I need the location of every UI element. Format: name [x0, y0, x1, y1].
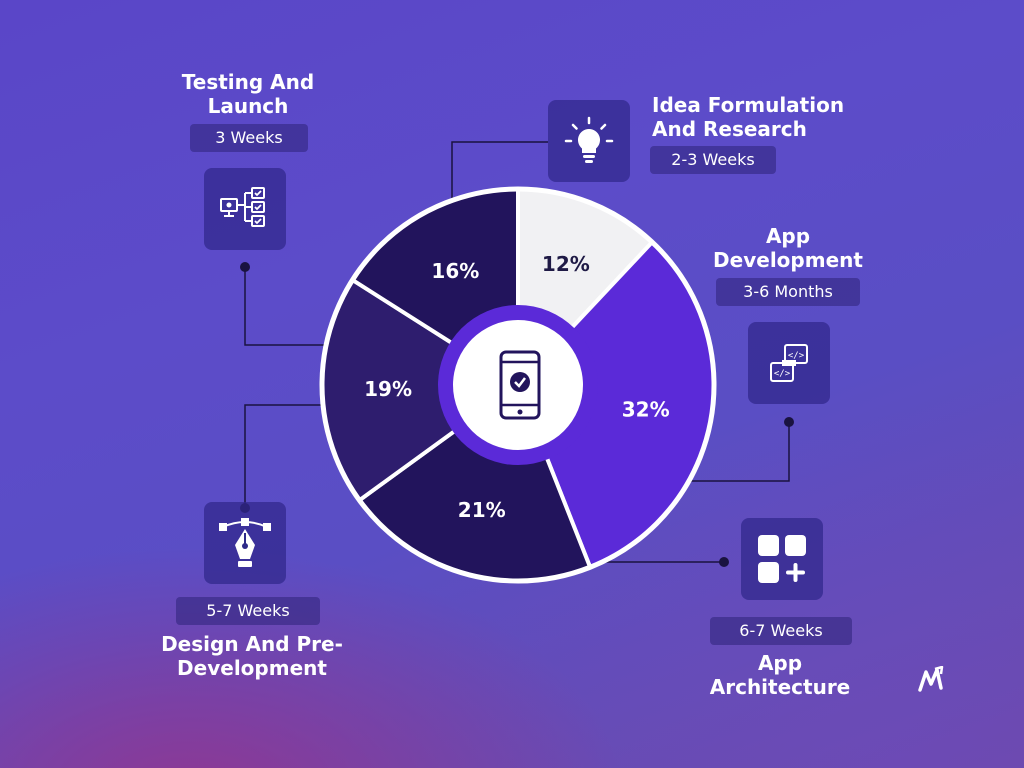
design-duration-badge: 5-7 Weeks — [176, 597, 320, 625]
connector-dot — [719, 557, 729, 567]
pie-slice-label: 32% — [622, 397, 670, 421]
appdev-title: App Development — [713, 224, 863, 272]
appdev-duration-badge: 3-6 Months — [716, 278, 860, 306]
pie-slice-label: 16% — [431, 259, 479, 283]
testing-duration-badge: 3 Weeks — [190, 124, 308, 152]
arch-duration-badge: 6-7 Weeks — [710, 617, 852, 645]
pie-slice-label: 21% — [458, 498, 506, 522]
brand-logo-icon — [918, 666, 944, 692]
connector-dot — [240, 262, 250, 272]
testing-icon-box — [204, 168, 286, 250]
connector-idea — [451, 141, 548, 220]
design-icon-box — [204, 502, 286, 584]
center-hub — [438, 305, 598, 465]
idea-title: Idea Formulation And Research — [652, 93, 845, 141]
connector-dot — [784, 417, 794, 427]
idea-duration-badge: 2-3 Weeks — [650, 146, 776, 174]
design-title: Design And Pre- Development — [161, 632, 343, 680]
pen-tool-icon — [219, 518, 271, 567]
pie-outer-ring — [319, 186, 717, 584]
connector-appdev — [653, 422, 790, 482]
pie-slice-label: 19% — [364, 377, 412, 401]
svg-text:</>: </> — [774, 369, 791, 379]
pie-slice-label: 12% — [542, 252, 590, 276]
code-windows-icon: </> </> — [770, 344, 808, 382]
pie-slice-labels: 12% 32% 21% 19% 16% — [364, 252, 670, 522]
svg-text:</>: </> — [788, 351, 805, 361]
checklist-icon — [220, 187, 265, 227]
smartphone-check-icon — [499, 350, 541, 420]
appdev-icon-box: </> </> — [748, 322, 830, 404]
lightbulb-icon — [564, 116, 614, 163]
arch-title: App Architecture — [709, 651, 851, 699]
grid-add-icon — [758, 535, 806, 583]
testing-title: Testing And Launch — [181, 70, 315, 118]
idea-icon-box — [548, 100, 630, 182]
arch-icon-box — [741, 518, 823, 600]
